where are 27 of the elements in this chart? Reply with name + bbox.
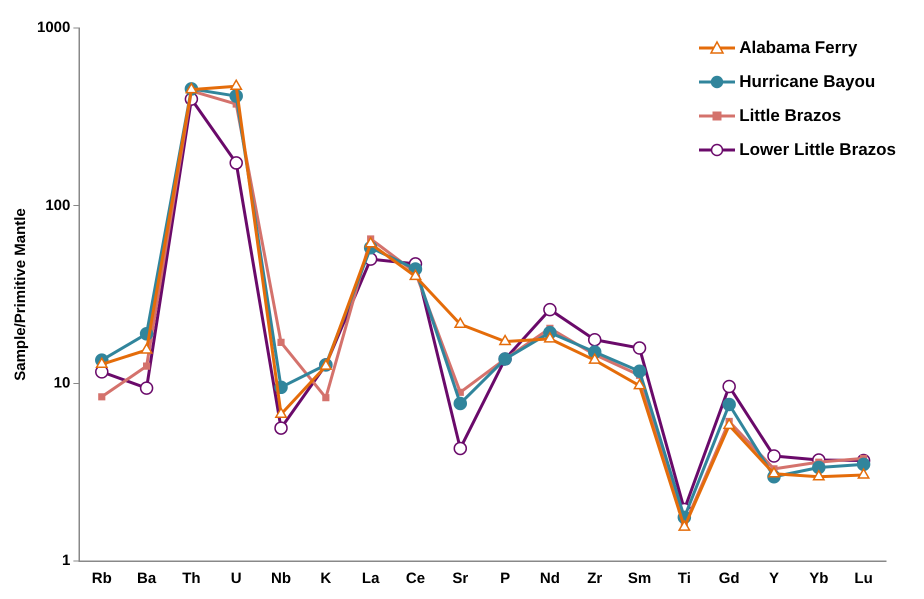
legend-label: Lower Little Brazos bbox=[739, 140, 896, 160]
x-tick-label: Lu bbox=[854, 570, 873, 588]
x-tick-label: Ba bbox=[136, 570, 157, 588]
x-tick-label: U bbox=[230, 570, 242, 588]
x-tick-label: Ti bbox=[678, 570, 691, 588]
y-tick-label: 1 bbox=[62, 552, 70, 570]
x-tick-label: Th bbox=[182, 570, 201, 588]
x-tick-label: Gd bbox=[718, 570, 740, 588]
x-tick-label: Sm bbox=[628, 570, 652, 588]
x-tick-label: Zr bbox=[587, 570, 602, 588]
x-tick-label: Yb bbox=[809, 570, 828, 588]
legend-label: Hurricane Bayou bbox=[739, 72, 876, 92]
y-axis-title: Sample/Primitive Mantle bbox=[12, 208, 30, 381]
y-tick-label: 10 bbox=[54, 374, 70, 392]
x-tick-label: Nd bbox=[540, 570, 560, 588]
legend-label: Alabama Ferry bbox=[739, 38, 858, 58]
x-tick-label: La bbox=[362, 570, 380, 588]
x-tick-label: Y bbox=[768, 570, 779, 588]
x-tick-label: K bbox=[320, 570, 332, 588]
x-tick-label: Rb bbox=[92, 570, 112, 588]
y-tick-label: 1000 bbox=[36, 19, 70, 36]
x-tick-label: Nb bbox=[271, 570, 292, 588]
x-tick-label: Ce bbox=[406, 570, 426, 588]
legend-label: Little Brazos bbox=[739, 106, 842, 126]
y-tick-label: 100 bbox=[45, 196, 70, 214]
x-tick-label: P bbox=[500, 570, 510, 588]
x-tick-label: Sr bbox=[452, 570, 468, 588]
